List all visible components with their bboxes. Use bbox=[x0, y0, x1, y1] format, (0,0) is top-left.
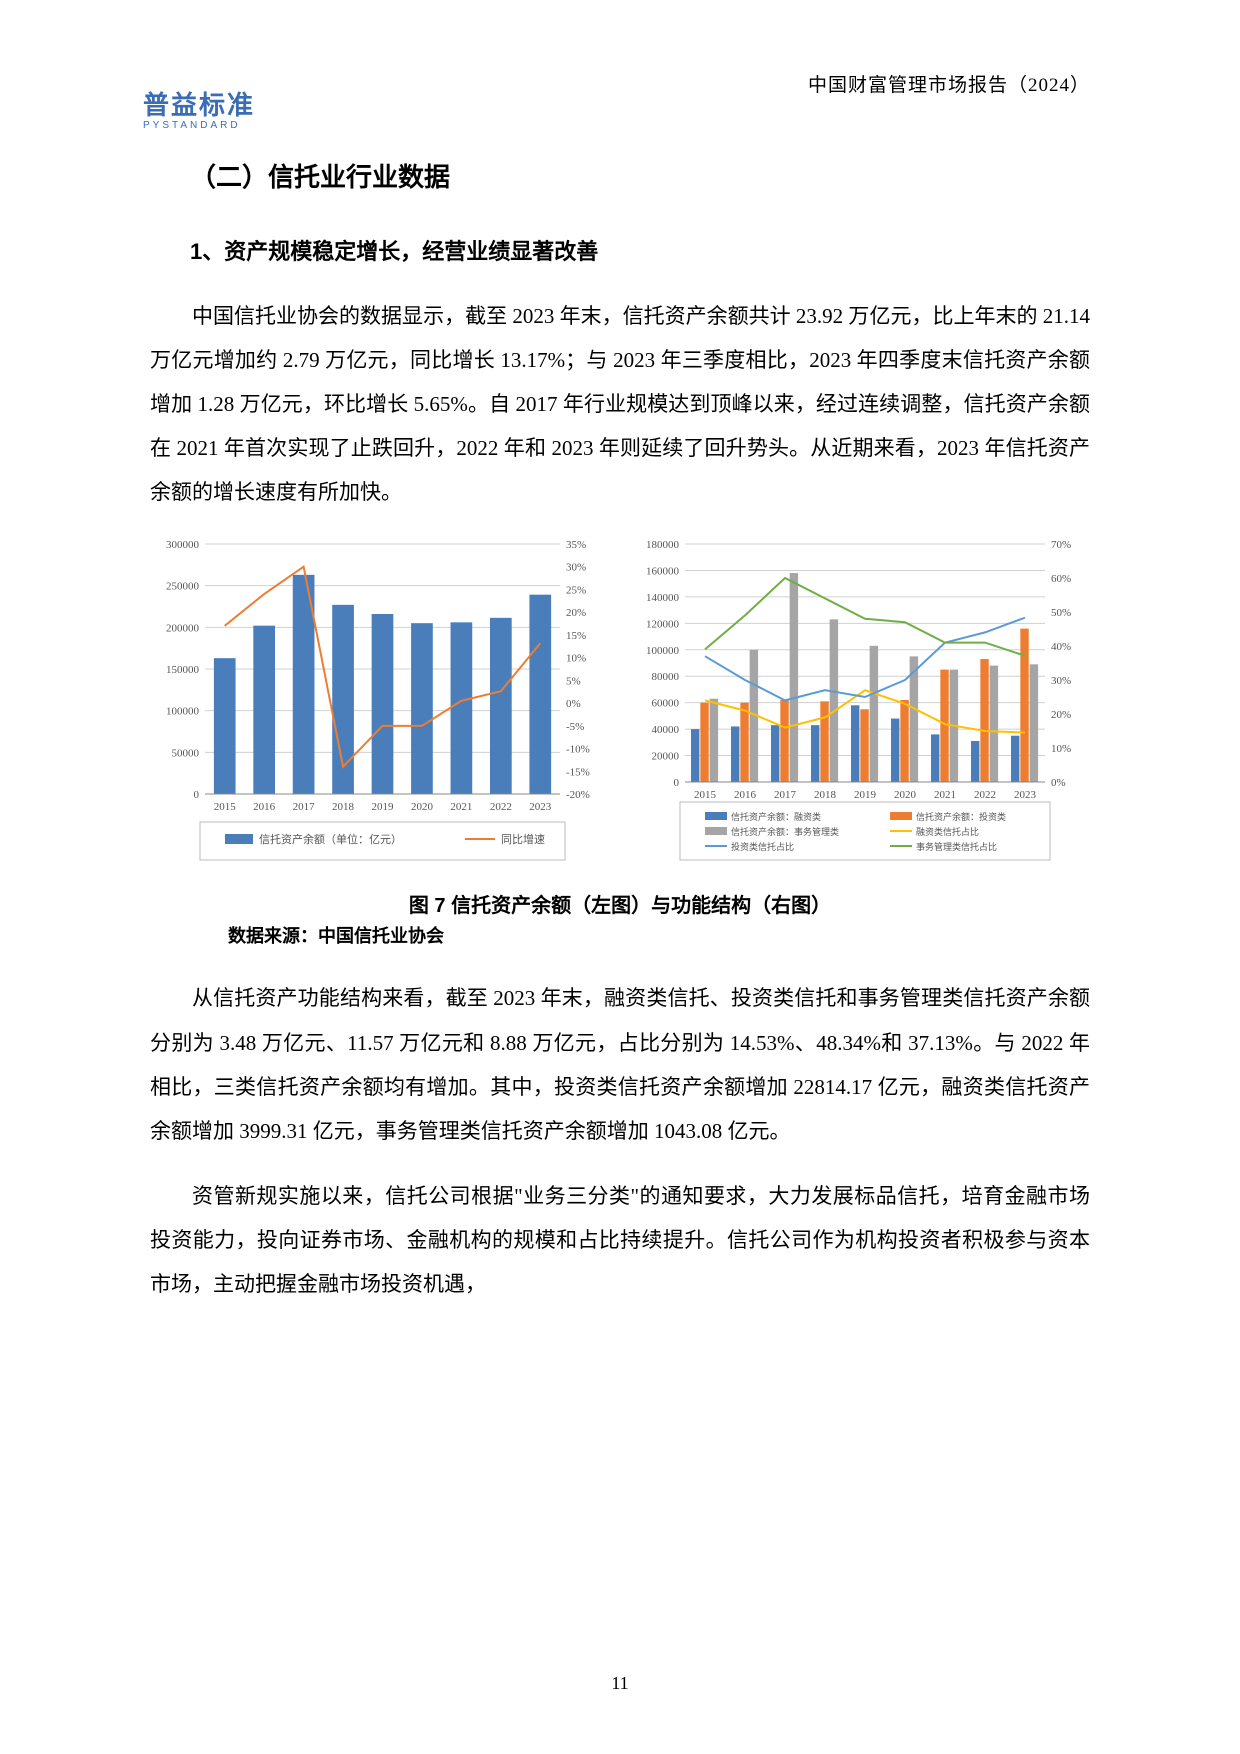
data-source: 数据来源：中国信托业协会 bbox=[228, 922, 1090, 948]
svg-text:0: 0 bbox=[194, 789, 200, 801]
svg-text:200000: 200000 bbox=[166, 623, 200, 635]
svg-text:2017: 2017 bbox=[774, 789, 797, 801]
svg-text:30%: 30% bbox=[566, 562, 586, 574]
svg-text:5%: 5% bbox=[566, 676, 581, 688]
brand-logo: 普益标准 PYSTANDARD bbox=[143, 85, 255, 131]
svg-text:2020: 2020 bbox=[411, 801, 434, 813]
svg-text:180000: 180000 bbox=[646, 539, 680, 551]
svg-text:0: 0 bbox=[674, 777, 680, 789]
svg-text:15%: 15% bbox=[566, 630, 586, 642]
svg-text:80000: 80000 bbox=[652, 672, 680, 684]
svg-text:投资类信托占比: 投资类信托占比 bbox=[731, 841, 794, 852]
svg-text:2016: 2016 bbox=[253, 801, 276, 813]
right-chart-svg: 0 20000 40000 60000 80000 100000 120000 140000 1… bbox=[630, 534, 1090, 874]
right-chart: 0 20000 40000 60000 80000 100000 120000 140000 1… bbox=[630, 534, 1090, 879]
svg-text:30%: 30% bbox=[1051, 675, 1071, 687]
svg-text:事务管理类信托占比: 事务管理类信托占比 bbox=[916, 841, 997, 852]
svg-text:2015: 2015 bbox=[214, 801, 237, 813]
page-number: 11 bbox=[0, 1673, 1240, 1694]
section-title: （二）信托业行业数据 bbox=[190, 157, 1090, 194]
svg-text:信托资产余额：事务管理类: 信托资产余额：事务管理类 bbox=[731, 826, 839, 837]
svg-text:2023: 2023 bbox=[529, 801, 552, 813]
svg-text:40%: 40% bbox=[1051, 641, 1071, 653]
svg-text:60%: 60% bbox=[1051, 573, 1071, 585]
svg-text:信托资产余额：融资类: 信托资产余额：融资类 bbox=[731, 811, 821, 822]
svg-text:融资类信托占比: 融资类信托占比 bbox=[916, 826, 979, 837]
svg-text:同比增速: 同比增速 bbox=[501, 832, 545, 846]
svg-text:20%: 20% bbox=[566, 608, 586, 620]
svg-text:10%: 10% bbox=[566, 653, 586, 665]
svg-text:50%: 50% bbox=[1051, 607, 1071, 619]
svg-text:2016: 2016 bbox=[734, 789, 757, 801]
svg-text:2019: 2019 bbox=[854, 789, 877, 801]
svg-text:2015: 2015 bbox=[694, 789, 717, 801]
svg-text:35%: 35% bbox=[566, 539, 586, 551]
svg-text:25%: 25% bbox=[566, 585, 586, 597]
svg-text:2019: 2019 bbox=[372, 801, 395, 813]
svg-text:120000: 120000 bbox=[646, 619, 680, 631]
svg-text:2018: 2018 bbox=[332, 801, 355, 813]
svg-text:-5%: -5% bbox=[566, 721, 584, 733]
svg-text:信托资产余额：投资类: 信托资产余额：投资类 bbox=[916, 811, 1006, 822]
svg-text:300000: 300000 bbox=[166, 539, 200, 551]
svg-text:0%: 0% bbox=[566, 699, 581, 711]
svg-text:100000: 100000 bbox=[166, 706, 200, 718]
svg-text:2017: 2017 bbox=[293, 801, 316, 813]
paragraph-2: 从信托资产功能结构来看，截至 2023 年末，融资类信托、投资类信托和事务管理类… bbox=[150, 976, 1090, 1152]
logo-en-text: PYSTANDARD bbox=[143, 120, 255, 131]
svg-text:250000: 250000 bbox=[166, 581, 200, 593]
svg-text:60000: 60000 bbox=[652, 698, 680, 710]
svg-text:160000: 160000 bbox=[646, 566, 680, 578]
svg-text:70%: 70% bbox=[1051, 539, 1071, 551]
svg-text:-15%: -15% bbox=[566, 767, 590, 779]
svg-text:2021: 2021 bbox=[450, 801, 472, 813]
left-chart-svg: 0 50000 100000 150000 200000 250000 300000 -20%… bbox=[150, 534, 610, 874]
logo-cn-text: 普益标准 bbox=[143, 85, 255, 122]
svg-text:10%: 10% bbox=[1051, 743, 1071, 755]
svg-text:50000: 50000 bbox=[172, 748, 200, 760]
svg-text:2020: 2020 bbox=[894, 789, 917, 801]
svg-text:2023: 2023 bbox=[1014, 789, 1037, 801]
svg-text:2021: 2021 bbox=[934, 789, 956, 801]
paragraph-1: 中国信托业协会的数据显示，截至 2023 年末，信托资产余额共计 23.92 万… bbox=[150, 294, 1090, 514]
subsection-title-1: 1、资产规模稳定增长，经营业绩显著改善 bbox=[190, 234, 1090, 266]
left-chart: 0 50000 100000 150000 200000 250000 300000 -20%… bbox=[150, 534, 610, 879]
svg-text:2022: 2022 bbox=[974, 789, 996, 801]
svg-text:150000: 150000 bbox=[166, 664, 200, 676]
svg-text:140000: 140000 bbox=[646, 592, 680, 604]
svg-text:0%: 0% bbox=[1051, 777, 1066, 789]
svg-text:2018: 2018 bbox=[814, 789, 837, 801]
charts-row: 050000100000150000200000250000300000-20%… bbox=[150, 534, 1090, 879]
figure-caption: 图 7 信托资产余额（左图）与功能结构（右图） bbox=[150, 889, 1090, 918]
svg-text:信托资产余额（单位：亿元）: 信托资产余额（单位：亿元） bbox=[259, 832, 402, 846]
svg-text:20%: 20% bbox=[1051, 709, 1071, 721]
header-report-title: 中国财富管理市场报告（2024） bbox=[150, 70, 1090, 97]
svg-text:-10%: -10% bbox=[566, 744, 590, 756]
svg-text:-20%: -20% bbox=[566, 789, 590, 801]
paragraph-3: 资管新规实施以来，信托公司根据"业务三分类"的通知要求，大力发展标品信托，培育金… bbox=[150, 1174, 1090, 1306]
svg-text:2022: 2022 bbox=[490, 801, 512, 813]
svg-text:20000: 20000 bbox=[652, 751, 680, 763]
svg-text:100000: 100000 bbox=[646, 645, 680, 657]
svg-text:40000: 40000 bbox=[652, 725, 680, 737]
